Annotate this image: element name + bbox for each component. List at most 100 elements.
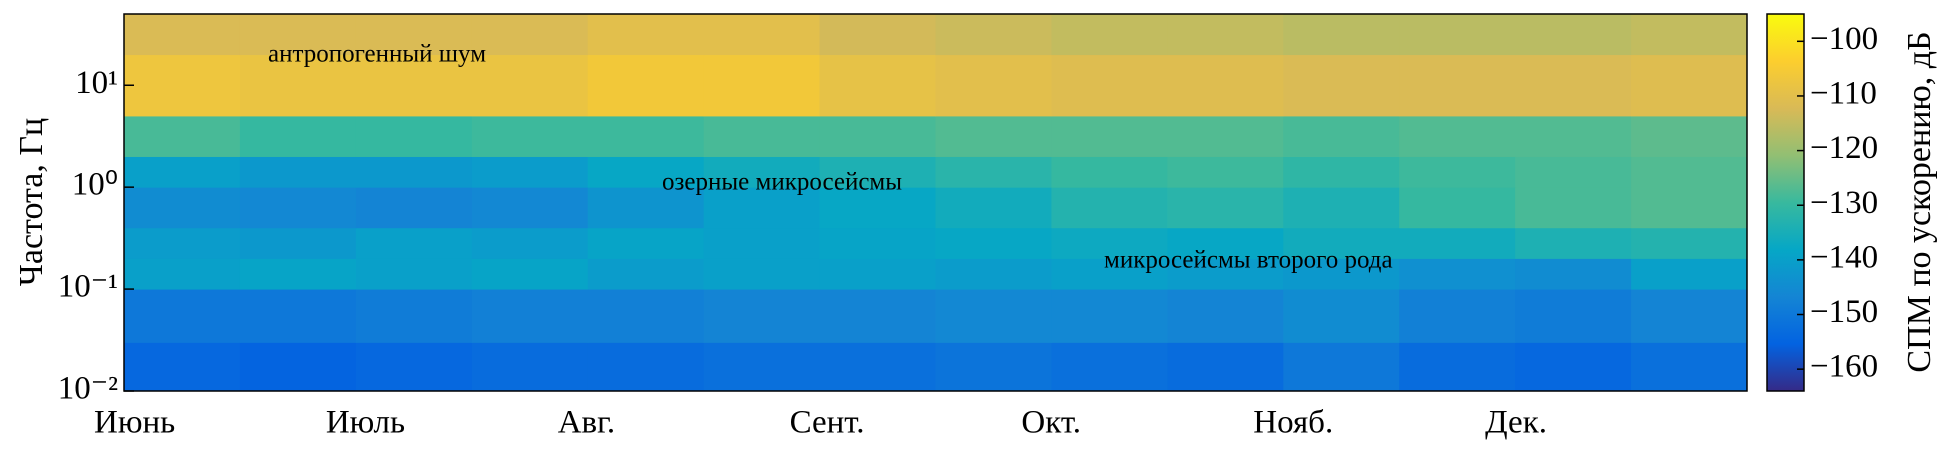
spectrogram-cell: [1283, 227, 1400, 259]
spectrogram-cell: [587, 156, 705, 188]
spectrogram-cell: [1399, 156, 1516, 188]
spectrogram-cell: [703, 14, 821, 56]
spectrogram-cell: [471, 156, 589, 188]
spectrogram-cell: [935, 187, 1052, 229]
spectrogram-cell: [1631, 289, 1748, 343]
spectrogram-cell: [1399, 187, 1516, 229]
spectrogram-cell: [124, 342, 241, 392]
spectrogram-cell: [1515, 227, 1632, 259]
y-tick-label: 10¹: [75, 65, 118, 101]
spectrogram-cell: [355, 156, 473, 188]
spectrogram-cell: [703, 289, 821, 343]
colorbar-tick-label: −140: [1810, 239, 1878, 275]
spectrogram-cell: [239, 258, 357, 290]
y-tick-label: 10⁻²: [58, 371, 118, 407]
spectrogram-cell: [1167, 115, 1284, 157]
spectrogram-cell: [124, 156, 241, 188]
spectrogram-cell: [1167, 342, 1284, 392]
spectrogram-cell: [935, 14, 1052, 56]
x-tick-label: Дек.: [1485, 405, 1547, 441]
spectrogram-cell: [819, 342, 936, 392]
spectrogram-cell: [1167, 289, 1284, 343]
spectrogram-cell: [587, 187, 705, 229]
spectrogram-cell: [1283, 187, 1400, 229]
x-tick-label: Сент.: [790, 405, 865, 441]
spectrogram-cell: [1283, 342, 1400, 392]
spectrogram-cell: [1051, 227, 1168, 259]
spectrogram-cell: [1515, 342, 1632, 392]
spectrogram-cell: [1283, 54, 1400, 117]
spectrogram-cell: [1167, 258, 1284, 290]
spectrogram-cell: [471, 342, 589, 392]
spectrogram-cell: [819, 258, 936, 290]
annotation: антропогенный шум: [268, 41, 486, 68]
spectrogram-cell: [1051, 115, 1168, 157]
spectrogram-cell: [1399, 258, 1516, 290]
spectrogram-cell: [703, 342, 821, 392]
spectrogram-cell: [239, 342, 357, 392]
spectrogram-cell: [124, 54, 241, 117]
spectrogram-cell: [355, 227, 473, 259]
x-tick-label: Нояб.: [1253, 405, 1333, 441]
spectrogram-cell: [1515, 258, 1632, 290]
spectrogram-cell: [1399, 289, 1516, 343]
spectrogram-cell: [1399, 227, 1516, 259]
spectrogram-cell: [355, 258, 473, 290]
spectrogram-cell: [1631, 227, 1748, 259]
spectrogram-cell: [1167, 54, 1284, 117]
spectrogram-cell: [124, 227, 241, 259]
spectrogram-cell: [819, 115, 936, 157]
spectrogram-cell: [935, 156, 1052, 188]
colorbar-tick-label: −110: [1810, 76, 1877, 112]
colorbar: [1766, 13, 1805, 392]
spectrogram-cell: [239, 14, 357, 56]
spectrogram-cell: [355, 187, 473, 229]
spectrogram-cell: [703, 258, 821, 290]
colorbar-tick-label: −160: [1810, 349, 1878, 385]
spectrogram-cell: [819, 54, 936, 117]
spectrogram-cell: [1631, 258, 1748, 290]
spectrogram-cell: [1167, 14, 1284, 56]
x-tick-label: Июль: [326, 405, 405, 441]
spectrogram-cell: [1167, 187, 1284, 229]
spectrogram-cell: [703, 54, 821, 117]
spectrogram-cell: [1167, 227, 1284, 259]
spectrogram-cell: [1051, 342, 1168, 392]
spectrogram-cell: [124, 14, 241, 56]
spectrogram-cell: [819, 227, 936, 259]
spectrogram-cell: [935, 342, 1052, 392]
spectrogram-cell: [1051, 54, 1168, 117]
spectrogram-cell: [1631, 14, 1748, 56]
spectrogram-cell: [1283, 14, 1400, 56]
colorbar-label: СПМ по ускорению, дБ: [1901, 31, 1938, 372]
spectrogram-cell: [124, 187, 241, 229]
plot-frame: [123, 13, 1748, 392]
spectrogram-cell: [355, 14, 473, 56]
spectrogram-cell: [1283, 289, 1400, 343]
spectrogram-cell: [124, 115, 241, 157]
spectrogram-cell: [1283, 258, 1400, 290]
spectrogram-cell: [1515, 54, 1632, 117]
spectrogram-cell: [935, 115, 1052, 157]
y-tick-label: 10⁻¹: [58, 269, 118, 305]
spectrogram-cell: [587, 289, 705, 343]
spectrogram-cell: [819, 289, 936, 343]
spectrogram-cell: [1399, 14, 1516, 56]
spectrogram-cell: [1515, 187, 1632, 229]
spectrogram-cell: [471, 14, 589, 56]
spectrogram-cell: [1167, 156, 1284, 188]
spectrogram-cell: [1051, 187, 1168, 229]
colorbar-tick-label: −120: [1810, 130, 1878, 166]
spectrogram-cell: [1631, 156, 1748, 188]
spectrogram-cell: [1283, 115, 1400, 157]
x-tick-label: Окт.: [1021, 405, 1081, 441]
spectrogram-cell: [355, 54, 473, 117]
spectrogram-cell: [587, 14, 705, 56]
annotation: микросейсмы второго рода: [1104, 247, 1393, 274]
colorbar-tick-label: −130: [1810, 185, 1878, 221]
x-tick-label: Авг.: [558, 405, 615, 441]
spectrogram-cell: [471, 187, 589, 229]
spectrogram-cell: [935, 289, 1052, 343]
spectrogram-cell: [703, 187, 821, 229]
spectrogram-cell: [1051, 289, 1168, 343]
